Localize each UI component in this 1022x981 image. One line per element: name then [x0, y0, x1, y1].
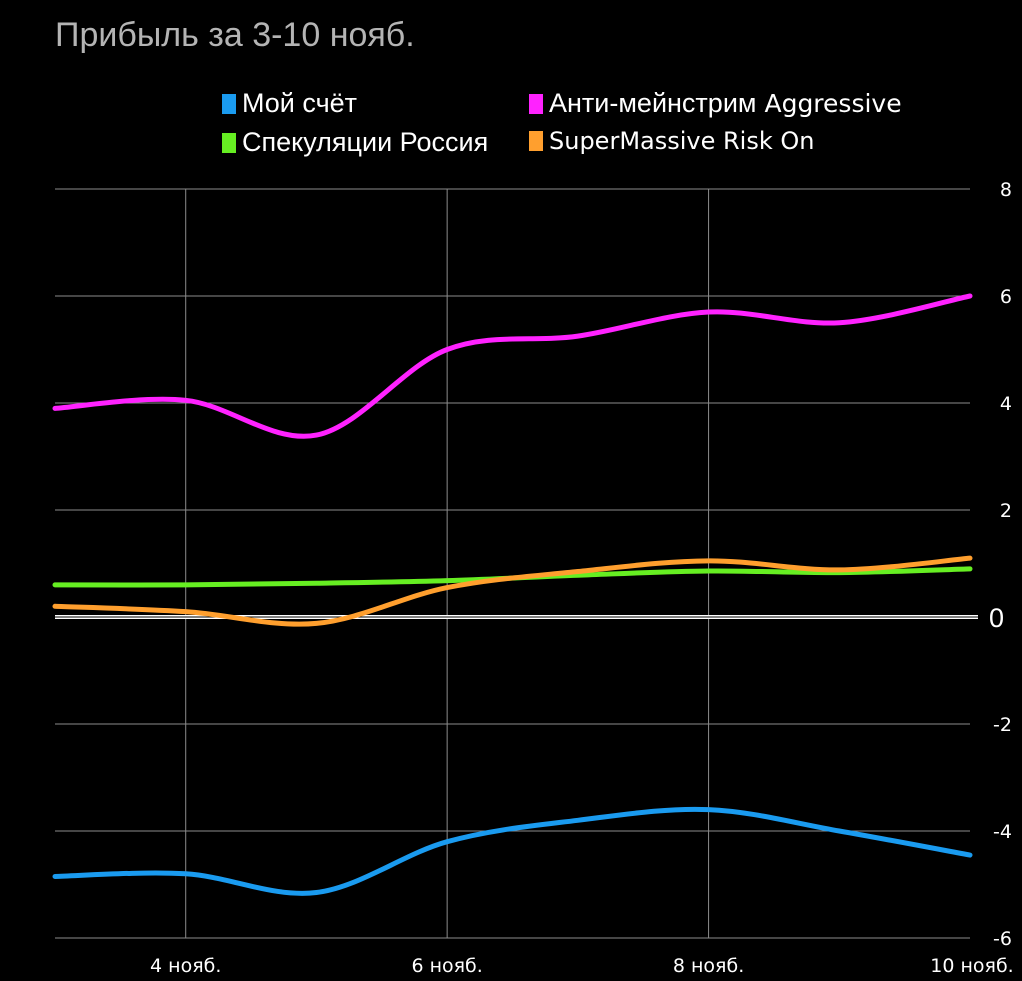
x-tick-label: 4 нояб.	[150, 955, 221, 977]
legend-item-speculation-russia: Спекуляции Россия	[222, 127, 488, 158]
legend-swatch	[222, 132, 236, 153]
series-lines	[52, 293, 973, 896]
x-tick-label: 10 нояб.	[930, 955, 1013, 977]
legend-swatch	[529, 93, 543, 114]
legend-sublabel: Aggressive	[764, 89, 902, 118]
legend-label: Мой счёт	[242, 88, 358, 118]
y-tick-label: 2	[1000, 500, 1012, 522]
y-tick-label-zero: 0	[989, 603, 1004, 633]
x-tick-label: 8 нояб.	[673, 955, 744, 977]
y-tick-label: -6	[993, 928, 1012, 950]
y-tick-label: 8	[1000, 179, 1012, 201]
y-tick-label: -4	[993, 821, 1012, 843]
legend-label: Спекуляции Россия	[242, 127, 489, 157]
series-line-anti-mainstream	[52, 293, 973, 439]
legend-swatch	[529, 131, 543, 151]
axis-ticks: 8 6 4 2 -2 -4 -6 4 нояб. 6 нояб. 8 нояб. 10 нояб. 0	[150, 179, 1014, 977]
series-line-supermassive	[52, 555, 973, 627]
legend-label: SuperMassive Risk On	[549, 127, 815, 155]
x-tick-label: 6 нояб.	[411, 955, 482, 977]
y-tick-label: 6	[1000, 286, 1012, 308]
legend-label: Анти-мейнстрим	[549, 88, 757, 118]
chart-title: Прибыль за 3-10 нояб.	[55, 16, 415, 54]
y-tick-label: 4	[1000, 393, 1012, 415]
legend-item-my-account: Мой счёт	[222, 88, 357, 119]
legend-item-supermassive: SuperMassive Risk On	[529, 127, 814, 155]
y-tick-label: -2	[993, 714, 1012, 736]
legend-item-anti-mainstream: Анти-мейнстрим Aggressive	[529, 88, 902, 119]
series-line-my-account	[52, 806, 973, 896]
legend-swatch	[222, 93, 236, 114]
